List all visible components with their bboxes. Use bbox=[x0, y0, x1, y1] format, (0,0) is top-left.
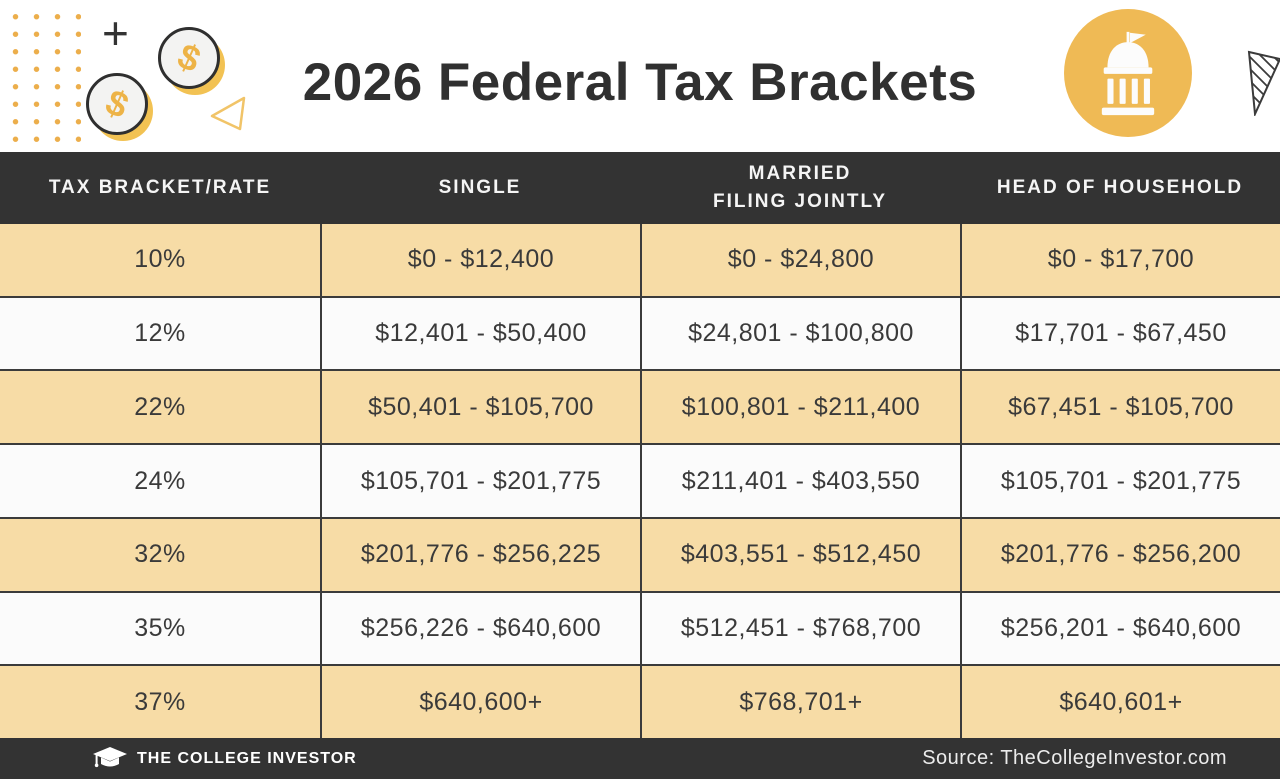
cell-single: $12,401 - $50,400 bbox=[320, 297, 640, 370]
cell-married: $512,451 - $768,700 bbox=[640, 592, 960, 665]
table-row: 24% $105,701 - $201,775 $211,401 - $403,… bbox=[0, 443, 1280, 517]
table-row: 37% $640,600+ $768,701+ $640,601+ bbox=[0, 664, 1280, 739]
plus-icon: + bbox=[102, 7, 129, 59]
cell-hoh: $0 - $17,700 bbox=[960, 224, 1280, 296]
source-text: Source: TheCollegeInvestor.com bbox=[922, 747, 1227, 769]
cell-married: $24,801 - $100,800 bbox=[640, 297, 960, 370]
cell-single: $0 - $12,400 bbox=[320, 224, 640, 296]
cell-hoh: $67,451 - $105,700 bbox=[960, 371, 1280, 444]
brand-name: THE COLLEGE INVESTOR bbox=[137, 749, 357, 767]
cell-hoh: $17,701 - $67,450 bbox=[960, 297, 1280, 370]
cell-hoh: $256,201 - $640,600 bbox=[960, 592, 1280, 665]
cell-single: $105,701 - $201,775 bbox=[320, 445, 640, 517]
cell-hoh: $201,776 - $256,200 bbox=[960, 518, 1280, 591]
brand: THE COLLEGE INVESTOR bbox=[93, 746, 357, 771]
table-row: 12% $12,401 - $50,400 $24,801 - $100,800… bbox=[0, 295, 1280, 370]
cell-married: $100,801 - $211,400 bbox=[640, 371, 960, 444]
cell-single: $640,600+ bbox=[320, 666, 640, 739]
column-header-tax-bracket: TAX BRACKET/RATE bbox=[48, 177, 272, 199]
cell-hoh: $105,701 - $201,775 bbox=[960, 445, 1280, 517]
capitol-badge bbox=[1064, 9, 1192, 137]
triangle-outline-icon bbox=[210, 96, 246, 131]
cell-married: $768,701+ bbox=[640, 666, 960, 739]
cell-married: $0 - $24,800 bbox=[640, 224, 960, 296]
cell-single: $50,401 - $105,700 bbox=[320, 371, 640, 444]
table-row: 22% $50,401 - $105,700 $100,801 - $211,4… bbox=[0, 369, 1280, 444]
dollar-sign-icon: $ bbox=[99, 80, 135, 127]
cell-rate: 10% bbox=[134, 245, 186, 274]
striped-triangle-icon bbox=[1247, 50, 1280, 116]
column-header-married-filing-jointly: MARRIED FILING JOINTLY bbox=[712, 163, 888, 212]
table-body: 10% $0 - $12,400 $0 - $24,800 $0 - $17,7… bbox=[0, 224, 1280, 739]
table-row: 32% $201,776 - $256,225 $403,551 - $512,… bbox=[0, 516, 1280, 591]
table-row: 10% $0 - $12,400 $0 - $24,800 $0 - $17,7… bbox=[0, 224, 1280, 296]
coin-icon: $ bbox=[86, 73, 148, 135]
capitol-building-icon bbox=[1101, 31, 1155, 116]
cell-rate: 22% bbox=[134, 392, 186, 421]
cell-rate: 37% bbox=[134, 687, 186, 716]
banner: + $ $ 2026 Federal Tax Brackets bbox=[0, 0, 1280, 152]
cell-rate: 32% bbox=[134, 540, 186, 569]
coin-icon: $ bbox=[158, 27, 220, 89]
cell-single: $256,226 - $640,600 bbox=[320, 592, 640, 665]
dollar-sign-icon: $ bbox=[171, 34, 207, 81]
table-header-row: TAX BRACKET/RATE SINGLE MARRIED FILING J… bbox=[0, 152, 1280, 224]
cell-hoh: $640,601+ bbox=[960, 666, 1280, 739]
dots-pattern-icon bbox=[5, 8, 81, 149]
cell-rate: 12% bbox=[134, 319, 186, 348]
cell-rate: 35% bbox=[134, 613, 186, 642]
tax-table: TAX BRACKET/RATE SINGLE MARRIED FILING J… bbox=[0, 152, 1280, 739]
cell-married: $403,551 - $512,450 bbox=[640, 518, 960, 591]
column-header-single: SINGLE bbox=[438, 177, 522, 199]
cell-married: $211,401 - $403,550 bbox=[640, 445, 960, 517]
table-row: 35% $256,226 - $640,600 $512,451 - $768,… bbox=[0, 590, 1280, 665]
page-title: 2026 Federal Tax Brackets bbox=[302, 53, 978, 112]
graduation-cap-icon bbox=[93, 746, 127, 767]
cell-rate: 24% bbox=[134, 466, 186, 495]
cell-single: $201,776 - $256,225 bbox=[320, 518, 640, 591]
column-header-head-of-household: HEAD OF HOUSEHOLD bbox=[996, 177, 1244, 199]
footer: THE COLLEGE INVESTOR Source: TheCollegeI… bbox=[0, 738, 1280, 779]
